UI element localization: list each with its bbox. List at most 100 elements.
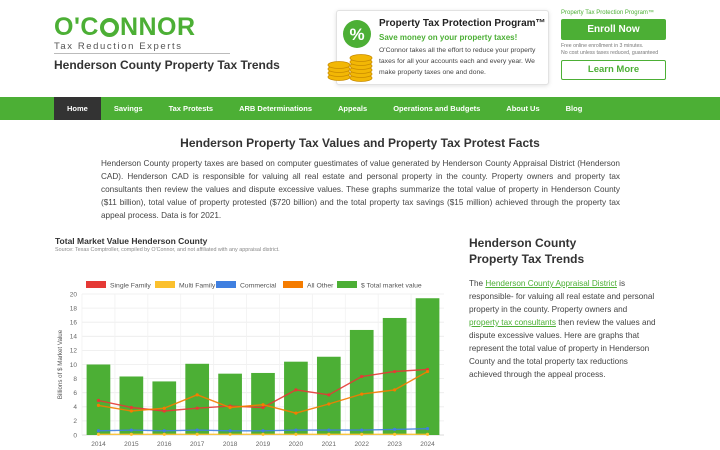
- y-tick-label: 12: [70, 348, 78, 355]
- x-tick-label-2015: 2015: [124, 441, 139, 448]
- point-multi-family-2017: [195, 432, 199, 436]
- x-tick-label-2019: 2019: [256, 441, 271, 448]
- nav-item-blog[interactable]: Blog: [565, 104, 583, 113]
- point-multi-family-2018: [228, 432, 232, 436]
- point-all-other-2015: [129, 409, 133, 413]
- promo-card[interactable]: % Property Tax Protection Program™ Save …: [327, 10, 549, 85]
- point-commercial-2014: [96, 429, 101, 433]
- enroll-note-line-2: No cost unless taxes reduced, guaranteed: [561, 50, 659, 56]
- point-single-family-2014: [96, 398, 101, 403]
- point-multi-family-2015: [129, 432, 133, 436]
- nav-item-about-us[interactable]: About Us: [506, 104, 540, 113]
- logo-tagline: Tax Reduction Experts: [54, 41, 183, 52]
- chart-source: Source: Texas Comptroller, compiled by O…: [55, 247, 280, 253]
- legend-label-all-other: All Other: [307, 283, 334, 290]
- legend-label-commercial: Commercial: [240, 283, 277, 290]
- x-tick-label-2021: 2021: [322, 441, 337, 448]
- point-single-family-2019: [261, 405, 265, 410]
- enroll-now-button[interactable]: Enroll Now: [561, 19, 666, 40]
- point-commercial-2024: [425, 427, 430, 431]
- y-tick-label: 18: [70, 305, 78, 312]
- nav-item-arb-determinations[interactable]: ARB Determinations: [239, 104, 313, 113]
- point-multi-family-2021: [327, 432, 331, 436]
- chart-title: Total Market Value Henderson County: [55, 236, 208, 246]
- point-commercial-2018: [228, 429, 232, 433]
- y-tick-label: 20: [70, 291, 78, 298]
- y-tick-label: 14: [70, 334, 78, 341]
- point-single-family-2015: [129, 405, 133, 410]
- point-commercial-2016: [162, 429, 166, 433]
- point-multi-family-2023: [393, 432, 397, 436]
- sidebar-text-3: then review the values and dispute exces…: [469, 318, 656, 379]
- y-tick-label: 0: [73, 432, 77, 439]
- logo-wordmark: O'C NNOR: [54, 13, 196, 41]
- bar-total-market-value-2018: [218, 373, 242, 435]
- enroll-kicker: Property Tax Protection Program™: [561, 10, 654, 16]
- point-single-family-2021: [327, 393, 331, 397]
- point-multi-family-2019: [261, 432, 265, 436]
- point-single-family-2017: [195, 406, 199, 410]
- point-multi-family-2022: [360, 432, 364, 436]
- point-all-other-2021: [327, 402, 331, 406]
- tax-consultants-link[interactable]: property tax consultants: [469, 318, 556, 327]
- legend-label-total-market-value: $ Total market value: [361, 283, 422, 290]
- sidebar-text-2: is responsible- for valuing all real est…: [469, 279, 655, 314]
- main-nav: Home Savings Tax Protests ARB Determinat…: [0, 97, 720, 120]
- intro-paragraph: Henderson County property taxes are base…: [101, 159, 620, 221]
- point-multi-family-2014: [96, 432, 101, 436]
- x-tick-label-2023: 2023: [387, 441, 402, 448]
- coins-percent-icon: %: [327, 20, 373, 82]
- x-tick-label-2024: 2024: [420, 441, 435, 448]
- learn-more-button[interactable]: Learn More: [561, 60, 666, 80]
- point-all-other-2018: [228, 405, 232, 410]
- market-value-chart-block: Total Market Value Henderson County Sour…: [54, 235, 450, 450]
- sidebar-title: Henderson County Property Tax Trends: [469, 236, 585, 266]
- nav-item-home[interactable]: Home: [54, 97, 101, 120]
- bar-total-market-value-2015: [119, 376, 144, 435]
- point-commercial-2022: [360, 428, 364, 432]
- point-commercial-2023: [393, 427, 397, 431]
- svg-text:%: %: [349, 25, 364, 44]
- x-tick-label-2017: 2017: [190, 441, 205, 448]
- legend-label-multi-family: Multi Family: [179, 283, 216, 290]
- y-tick-label: 2: [73, 418, 77, 425]
- point-multi-family-2020: [294, 432, 298, 436]
- point-single-family-2023: [393, 369, 397, 374]
- legend-swatch-commercial: [216, 281, 236, 288]
- promo-title: Property Tax Protection Program™: [379, 18, 546, 29]
- logo-divider: [54, 53, 230, 54]
- point-all-other-2020: [294, 411, 298, 415]
- legend-swatch-all-other: [283, 281, 303, 288]
- y-axis-label: Billions of $ Market Value: [57, 329, 64, 399]
- point-commercial-2015: [129, 428, 133, 432]
- point-single-family-2022: [360, 374, 364, 379]
- x-tick-label-2022: 2022: [354, 441, 369, 448]
- sidebar-trends: Henderson County Property Tax Trends The…: [469, 235, 659, 381]
- main-heading: Henderson Property Tax Values and Proper…: [180, 136, 540, 150]
- bar-total-market-value-2017: [185, 363, 210, 435]
- nav-item-operations-budgets[interactable]: Operations and Budgets: [393, 104, 481, 113]
- legend-swatch-single-family: [86, 281, 106, 288]
- point-commercial-2019: [261, 429, 265, 433]
- appraisal-district-link[interactable]: Henderson County Appraisal District: [485, 279, 617, 288]
- nav-item-appeals[interactable]: Appeals: [338, 104, 368, 113]
- y-tick-label: 16: [70, 320, 78, 327]
- nav-item-tax-protests[interactable]: Tax Protests: [168, 104, 214, 113]
- x-tick-label-2014: 2014: [91, 441, 106, 448]
- point-all-other-2014: [96, 403, 101, 407]
- legend-swatch-total-market-value: [337, 281, 357, 288]
- enroll-note: Free online enrollment in 3 minutes. No …: [561, 43, 667, 57]
- y-tick-label: 8: [73, 376, 77, 383]
- promo-subtitle: Save money on your property taxes!: [379, 33, 518, 42]
- page-subtitle: Henderson County Property Tax Trends: [54, 58, 280, 72]
- point-all-other-2024: [425, 369, 430, 374]
- point-multi-family-2024: [425, 432, 430, 436]
- bar-total-market-value-2022: [349, 329, 374, 435]
- site-logo[interactable]: O'C NNOR Tax Reduction Experts: [54, 14, 230, 52]
- point-all-other-2017: [195, 393, 199, 397]
- point-multi-family-2016: [162, 432, 166, 436]
- nav-item-savings[interactable]: Savings: [113, 104, 143, 113]
- point-commercial-2017: [195, 428, 199, 432]
- x-tick-label-2020: 2020: [289, 441, 304, 448]
- y-tick-label: 6: [73, 390, 77, 397]
